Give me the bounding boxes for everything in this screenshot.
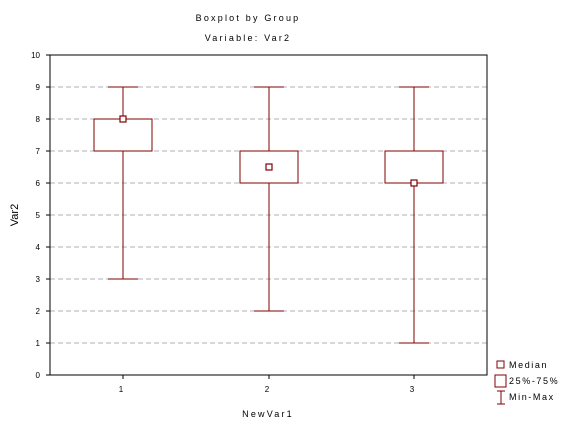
y-tick-label: 10 (31, 51, 40, 60)
x-axis-ticks: 1 2 3 (119, 375, 415, 394)
legend-minmax-label: Min-Max (509, 392, 555, 402)
x-axis-label: NewVar1 (242, 409, 294, 419)
legend-box-label: 25%-75% (509, 376, 559, 386)
y-tick-label: 3 (36, 275, 41, 284)
median-marker (265, 163, 273, 171)
x-tick-label: 3 (410, 385, 415, 394)
y-tick-label: 5 (36, 211, 41, 220)
y-tick-label: 4 (36, 243, 41, 252)
iqr-box (93, 118, 153, 152)
legend-whisker-marker (497, 390, 505, 405)
legend-median-marker (496, 360, 505, 369)
y-tick-label: 2 (36, 307, 41, 316)
y-tick-label: 6 (36, 179, 41, 188)
x-tick-label: 1 (119, 385, 124, 394)
y-tick-label: 1 (36, 339, 41, 348)
y-tick-label: 0 (36, 371, 41, 380)
y-tick-label: 9 (36, 83, 41, 92)
y-tick-label: 7 (36, 147, 41, 156)
x-tick-label: 2 (265, 385, 270, 394)
legend-median-label: Median (509, 360, 548, 370)
y-tick-label: 8 (36, 115, 41, 124)
chart-title: Boxplot by Group (196, 13, 301, 23)
median-marker (119, 115, 127, 123)
iqr-box (384, 150, 444, 184)
legend: Median 25%-75% Min-Max (494, 360, 559, 405)
box-series (93, 86, 444, 344)
legend-box-marker (494, 374, 507, 388)
y-axis-ticks: 0 1 2 3 4 5 6 7 8 9 10 (31, 51, 50, 380)
y-axis-label: Var2 (9, 204, 21, 226)
chart-subtitle: Variable: Var2 (205, 33, 292, 43)
median-marker (410, 179, 418, 187)
